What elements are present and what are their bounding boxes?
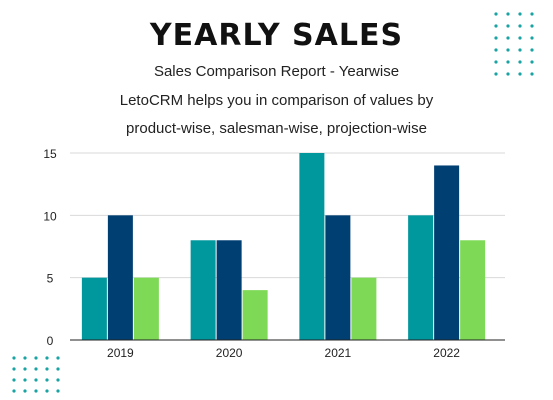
decorative-dot — [518, 60, 522, 64]
bar-2019-series-2 — [107, 215, 133, 340]
decorative-dot — [506, 60, 510, 64]
bar-2022-series-1 — [408, 215, 434, 340]
x-tick-label: 2020 — [216, 346, 243, 360]
decorative-dot — [45, 356, 49, 360]
bar-2021-series-1 — [299, 153, 325, 340]
decorative-dot — [518, 48, 522, 52]
decorative-dot — [494, 72, 498, 76]
decorative-dot — [506, 72, 510, 76]
decorative-dot — [530, 72, 534, 76]
decorative-dot — [23, 367, 27, 371]
decorative-dot — [45, 378, 49, 382]
decorative-dot — [518, 36, 522, 40]
bar-2021-series-2 — [325, 215, 351, 340]
decorative-dot — [56, 378, 60, 382]
decorative-dot — [530, 24, 534, 28]
bar-2020-series-1 — [190, 240, 216, 340]
decorative-dot — [530, 12, 534, 16]
y-tick-label: 10 — [43, 209, 57, 223]
x-tick-label: 2021 — [325, 346, 352, 360]
bar-2021-series-3 — [351, 277, 377, 340]
decorative-dot — [518, 24, 522, 28]
bar-2019-series-3 — [133, 277, 159, 340]
description-line-1: LetoCRM helps you in comparison of value… — [119, 92, 434, 109]
decorative-dot — [494, 60, 498, 64]
decorative-dot — [506, 36, 510, 40]
decorative-dot — [34, 389, 38, 393]
decorative-dot — [12, 378, 16, 382]
decorative-dot — [34, 367, 38, 371]
bar-2022-series-2 — [434, 165, 460, 340]
decorative-dot — [23, 389, 27, 393]
decorative-dot — [518, 12, 522, 16]
decorative-dot — [45, 389, 49, 393]
decorative-dot — [23, 378, 27, 382]
decorative-dot — [12, 389, 16, 393]
page-subtitle: Sales Comparison Report - Yearwise — [153, 63, 400, 80]
y-tick-label: 15 — [43, 147, 57, 161]
decorative-dot — [12, 356, 16, 360]
page-title: YEARLY SALES — [149, 18, 404, 53]
decorative-dot — [530, 48, 534, 52]
decorative-dot — [506, 48, 510, 52]
decorative-dot — [518, 72, 522, 76]
decorative-dot — [34, 378, 38, 382]
decorative-dot — [56, 367, 60, 371]
y-tick-label: 5 — [47, 272, 54, 286]
decorative-dot — [494, 12, 498, 16]
decorative-dot — [23, 356, 27, 360]
decorative-dot — [530, 36, 534, 40]
bar-2019-series-1 — [81, 277, 107, 340]
decorative-dot — [494, 48, 498, 52]
x-tick-label: 2022 — [433, 346, 460, 360]
decorative-dot — [45, 367, 49, 371]
decorative-dot — [12, 367, 16, 371]
decorative-dot — [494, 36, 498, 40]
decorative-dot-grid-bottom-left — [12, 356, 60, 393]
bar-2020-series-2 — [216, 240, 242, 340]
bar-2020-series-3 — [242, 290, 268, 340]
y-tick-label: 0 — [47, 334, 54, 348]
decorative-dot — [56, 389, 60, 393]
x-tick-label: 2019 — [107, 346, 134, 360]
decorative-dot — [530, 60, 534, 64]
decorative-dot — [34, 356, 38, 360]
decorative-dot-grid-top-right — [494, 12, 534, 76]
decorative-dot — [506, 24, 510, 28]
bar-2022-series-3 — [460, 240, 486, 340]
decorative-dot — [494, 24, 498, 28]
decorative-dot — [56, 356, 60, 360]
decorative-dot — [506, 12, 510, 16]
description-line-2: product-wise, salesman-wise, projection-… — [126, 120, 427, 137]
